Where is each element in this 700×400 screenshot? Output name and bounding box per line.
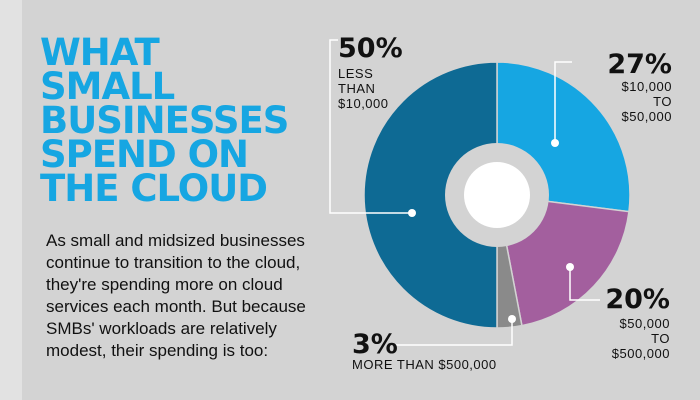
donut-slice-50 <box>363 61 498 329</box>
slice-label-20-line1: $50,000 <box>620 316 671 331</box>
leader-dot-50 <box>408 209 416 217</box>
slice-label-27-line3: $50,000 <box>622 109 673 124</box>
intro-paragraph: As small and midsized businesses continu… <box>46 230 328 362</box>
pct-label-20: 20% <box>605 284 670 315</box>
left-edge-bar <box>0 0 22 400</box>
title-line: SPEND ON <box>40 133 249 176</box>
slice-label-50-line2: THAN <box>338 81 375 96</box>
intro-line: modest, their spending is too: <box>46 341 269 360</box>
intro-line: As small and midsized businesses <box>46 231 305 250</box>
leader-dot-20 <box>566 263 574 271</box>
leader-dot-27 <box>551 139 559 147</box>
slice-label-50-line3: $10,000 <box>338 96 389 111</box>
leader-dot-3 <box>508 315 516 323</box>
slice-label-50-line1: LESS <box>338 66 373 81</box>
title-line: SMALL <box>40 65 175 108</box>
leader-line-3 <box>396 319 513 346</box>
intro-line: continue to transition to the cloud, <box>46 253 301 272</box>
title-line: BUSINESSES <box>40 99 289 142</box>
intro-line: they're spending more on cloud <box>46 275 283 294</box>
pct-label-3: 3% <box>352 329 398 360</box>
slice-label-27-line2: TO <box>653 94 672 109</box>
donut-center-hole <box>464 162 530 228</box>
leader-line-20 <box>569 267 600 301</box>
slice-label-27-line1: $10,000 <box>622 79 673 94</box>
slice-label-20-line2: TO <box>651 331 670 346</box>
slice-label-3-line1: MORE THAN $500,000 <box>352 357 497 372</box>
slice-label-20-line3: $500,000 <box>612 346 670 361</box>
title-line: WHAT <box>40 31 160 74</box>
intro-line: services each month. But because <box>46 297 306 316</box>
leader-line-27 <box>554 61 572 143</box>
title-line: THE CLOUD <box>40 167 268 210</box>
pct-label-27: 27% <box>607 49 672 80</box>
pct-label-50: 50% <box>338 33 403 64</box>
intro-line: SMBs' workloads are relatively <box>46 319 277 338</box>
page-title: WHAT SMALL BUSINESSES SPEND ON THE CLOUD <box>40 31 330 210</box>
leader-line-50 <box>329 39 412 214</box>
